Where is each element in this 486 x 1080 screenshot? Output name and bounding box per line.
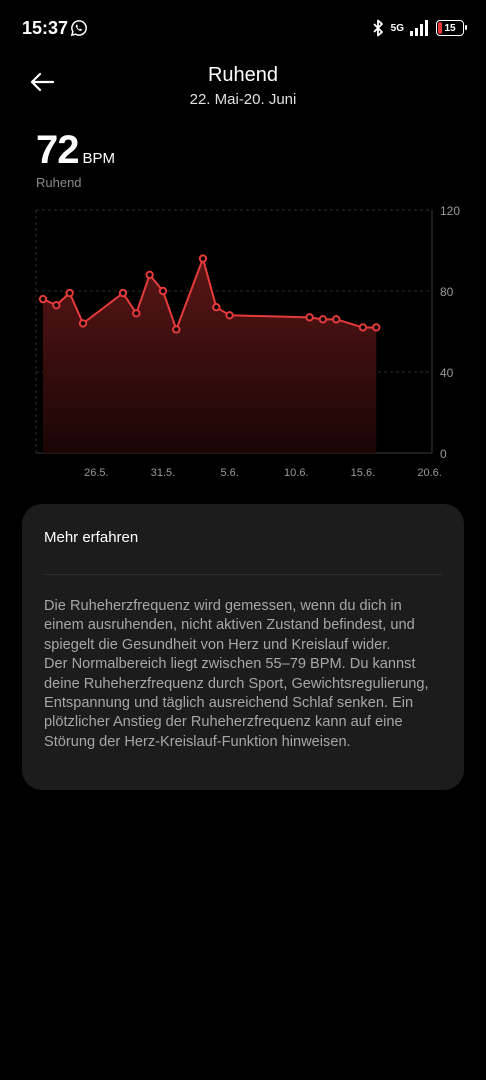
y-tick-label: 120 xyxy=(440,204,460,218)
data-point xyxy=(118,288,128,298)
data-point xyxy=(225,311,234,320)
data-point xyxy=(52,300,61,310)
y-tick-label: 40 xyxy=(440,366,454,380)
y-tick-label: 0 xyxy=(440,447,447,461)
card-body-line: deine Ruheherzfrequenz durch Sport, Gewi… xyxy=(44,675,429,692)
network-type: 5G xyxy=(390,22,404,34)
signal-icon xyxy=(410,20,428,36)
card-divider xyxy=(44,574,442,575)
whatsapp-icon xyxy=(70,20,87,37)
data-point xyxy=(198,254,208,263)
data-point xyxy=(78,319,88,328)
card-body-line: Die Ruheherzfrequenz wird gemessen, wenn… xyxy=(44,598,402,614)
series-area xyxy=(43,258,377,453)
x-tick-label: 20.6. xyxy=(417,467,441,479)
data-point xyxy=(305,313,314,322)
status-bar: 15:37 5G 15 xyxy=(0,0,486,58)
x-tick-label: 15.6. xyxy=(351,467,375,479)
x-tick-label: 31.5. xyxy=(151,467,175,479)
data-point xyxy=(65,288,74,298)
data-point xyxy=(172,325,181,334)
header: Ruhend 22. Mai-20. Juni xyxy=(0,58,486,118)
x-tick-label: 26.5. xyxy=(84,467,108,479)
data-point xyxy=(145,270,154,280)
bpm-value: 72 xyxy=(36,128,79,172)
card-body-line: plötzlicher Anstieg der Ruheherzfrequenz… xyxy=(44,714,403,731)
data-point xyxy=(372,323,381,332)
y-tick-label: 80 xyxy=(440,285,454,299)
page-title: Ruhend xyxy=(207,64,279,86)
status-time: 15:37 xyxy=(22,18,69,38)
data-point xyxy=(318,315,328,324)
data-point xyxy=(158,286,168,296)
status-icons: 5G 15 xyxy=(371,19,467,37)
arrow-left-icon xyxy=(30,72,55,92)
card-heading: Mehr erfahren xyxy=(44,529,139,546)
card-body-line: einem ausruhenden, nicht aktiven Zustand… xyxy=(44,617,415,634)
heart-rate-chart[interactable]: 120 80 40 0 26.5. 31.5. 5.6. 10.6. 15.6. 20.6. xyxy=(0,195,486,490)
bpm-unit: BPM xyxy=(82,150,116,167)
card-body-line: Entspannung und täglich ausreichend Schl… xyxy=(44,695,414,712)
data-point xyxy=(358,323,368,332)
card-body: Die Ruheherzfrequenz wird gemessen, wenn… xyxy=(44,597,444,752)
card-body-line: Der Normalbereich liegt zwischen 55–79 B… xyxy=(44,656,416,673)
x-tick-label: 10.6. xyxy=(284,467,308,479)
x-tick-label: 5.6. xyxy=(220,467,238,479)
card-body-line: spiegelt die Gesundheit von Herz und Kre… xyxy=(44,636,391,653)
data-point xyxy=(38,294,48,304)
battery-icon: 15 xyxy=(436,20,467,36)
battery-level: 15 xyxy=(444,22,456,34)
summary-label: Ruhend xyxy=(36,175,82,190)
data-point xyxy=(212,303,221,312)
data-point xyxy=(132,309,141,318)
card-body-line: Störung der Herz-Kreislauf-Funktion hinw… xyxy=(44,733,351,750)
info-card: Mehr erfahren Die Ruheherzfrequenz wird … xyxy=(22,504,464,790)
back-button[interactable] xyxy=(26,68,58,96)
data-point xyxy=(332,315,341,324)
summary-value: 72 BPM xyxy=(36,128,115,173)
date-range: 22. Mai-20. Juni xyxy=(189,91,297,108)
bluetooth-icon xyxy=(373,19,383,37)
